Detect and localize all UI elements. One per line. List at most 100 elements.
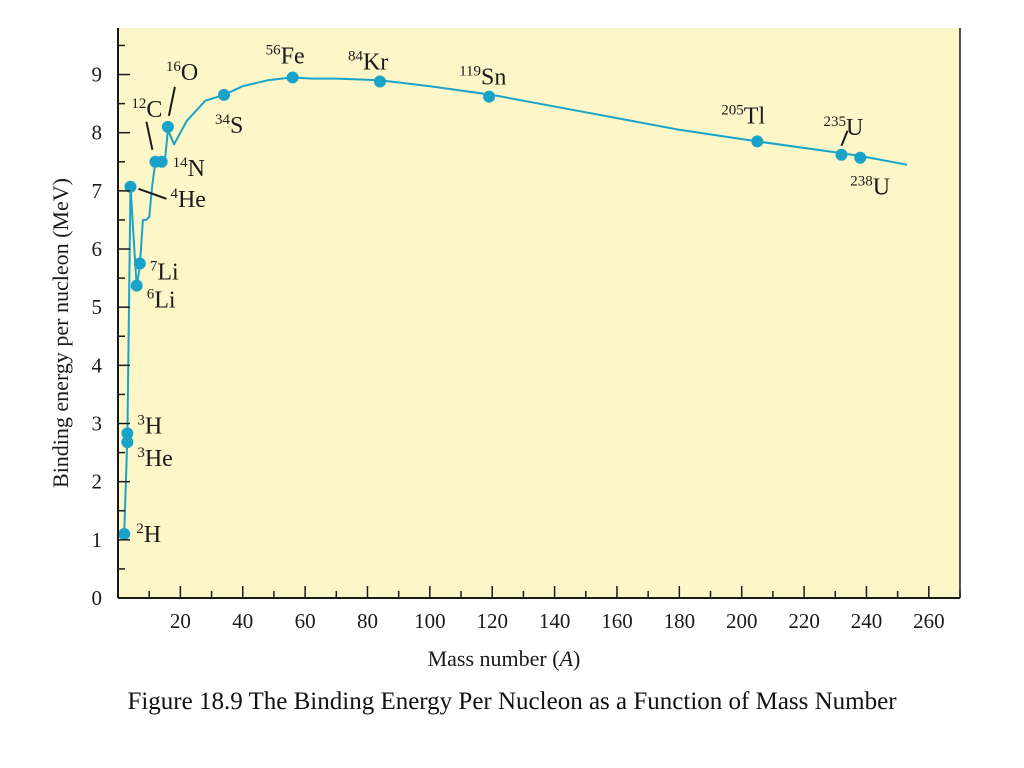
x-axis-title: Mass number (A)	[428, 646, 581, 671]
label-connector-layer	[138, 86, 849, 200]
point-label-16o: 16O	[166, 59, 198, 86]
x-tick-label: 120	[476, 609, 508, 633]
mass-number-superscript: 56	[266, 42, 282, 58]
data-point-84kr	[373, 75, 386, 88]
axes-layer: 20 40 60 80 100 120 140 160 180 200 220 240 26001234…	[92, 28, 961, 633]
data-point-205tl	[751, 135, 764, 148]
label-connector	[167, 86, 176, 117]
point-label-12c: 12C	[131, 96, 162, 123]
point-label-235u: 235U	[823, 114, 863, 141]
x-tick-label: 20	[170, 609, 191, 633]
x-tick-label: 180	[664, 609, 696, 633]
data-point-3h	[121, 427, 134, 440]
data-point-4he	[124, 180, 137, 193]
element-symbol: Sn	[481, 65, 506, 91]
point-label-56fe: 56Fe	[266, 42, 305, 69]
x-tick-label: 140	[539, 609, 571, 633]
x-tick-label: 200	[726, 609, 758, 633]
y-axis-title: Binding energy per nucleon (MeV)	[48, 178, 73, 488]
x-tick-label: 260	[913, 609, 945, 633]
element-symbol: O	[181, 60, 198, 86]
figure-caption: Figure 18.9 The Binding Energy Per Nucle…	[127, 688, 897, 715]
data-point-119sn	[483, 90, 496, 103]
element-symbol: S	[230, 113, 243, 139]
label-connector	[840, 130, 849, 147]
y-tick-label: 1	[92, 528, 103, 552]
data-point-6li	[130, 279, 143, 292]
x-tick-label: 160	[601, 609, 633, 633]
element-symbol: U	[873, 175, 890, 201]
plot-background	[118, 28, 960, 598]
y-tick-label: 5	[92, 295, 103, 319]
mass-number-superscript: 34	[215, 112, 231, 128]
point-label-2h: 2H	[136, 521, 161, 548]
x-tick-label: 80	[357, 609, 378, 633]
label-connector	[145, 121, 154, 150]
x-tick-label: 240	[851, 609, 883, 633]
point-label-4he: 4He	[170, 186, 205, 213]
element-symbol: U	[846, 115, 863, 141]
element-symbol: Kr	[363, 50, 388, 76]
point-label-119sn: 119Sn	[459, 64, 506, 91]
binding-energy-curve	[123, 76, 908, 535]
element-symbol: H	[145, 413, 162, 439]
data-point-7li	[133, 257, 146, 270]
mass-number-superscript: 84	[348, 49, 364, 65]
point-label-205tl: 205Tl	[721, 102, 765, 129]
point-label-3he: 3He	[137, 445, 172, 472]
element-symbol: Li	[154, 288, 176, 314]
y-tick-label: 7	[92, 179, 103, 203]
mass-number-superscript: 14	[173, 155, 189, 171]
label-connector	[138, 187, 167, 200]
data-point-238u	[854, 151, 867, 164]
y-tick-label: 8	[92, 121, 103, 145]
point-label-14n: 14N	[173, 155, 205, 182]
data-point-16o	[161, 120, 174, 133]
element-symbol: H	[144, 522, 161, 548]
element-symbol: Fe	[281, 43, 305, 69]
point-label-84kr: 84Kr	[348, 49, 388, 76]
x-tick-label: 40	[232, 609, 253, 633]
y-tick-label: 4	[92, 353, 103, 377]
y-tick-label: 2	[92, 470, 103, 494]
mass-number-superscript: 235	[823, 114, 846, 130]
element-symbol: Li	[157, 260, 179, 286]
mass-number-superscript: 3	[137, 412, 145, 428]
mass-number-superscript: 238	[850, 174, 873, 190]
point-label-34s: 34S	[215, 112, 243, 139]
mass-number-superscript: 119	[459, 64, 481, 80]
element-symbol: He	[178, 187, 206, 213]
element-symbol: N	[188, 156, 205, 182]
point-label-7li: 7Li	[150, 259, 179, 286]
point-label-6li: 6Li	[147, 287, 176, 314]
data-point-34s	[218, 88, 231, 101]
curve-layer	[123, 76, 908, 535]
data-point-56fe	[286, 71, 299, 84]
mass-number-superscript: 3	[137, 445, 145, 461]
data-points-layer	[118, 71, 867, 541]
y-tick-label: 0	[92, 586, 103, 610]
point-label-238u: 238U	[850, 174, 890, 201]
mass-number-superscript: 16	[166, 59, 182, 75]
y-tick-label: 6	[92, 237, 103, 261]
mass-number-superscript: 4	[170, 186, 178, 202]
point-label-3h: 3H	[137, 412, 162, 439]
data-point-14n	[155, 155, 168, 168]
element-symbol: C	[146, 97, 162, 123]
mass-number-superscript: 2	[136, 521, 144, 537]
data-point-2h	[118, 528, 131, 541]
x-tick-label: 60	[295, 609, 316, 633]
data-point-3he	[121, 436, 134, 449]
mass-number-superscript: 12	[131, 96, 146, 112]
x-tick-label: 100	[414, 609, 446, 633]
mass-number-superscript: 6	[147, 287, 155, 303]
data-point-235u	[835, 148, 848, 161]
y-tick-label: 3	[92, 412, 103, 436]
mass-number-superscript: 7	[150, 259, 158, 275]
x-tick-label: 220	[788, 609, 820, 633]
element-symbol: He	[145, 446, 173, 472]
mass-number-superscript: 205	[721, 102, 744, 118]
y-tick-label: 9	[92, 63, 103, 87]
binding-energy-chart: 20 40 60 80 100 120 140 160 180 200 220 240 26001234…	[48, 28, 961, 671]
